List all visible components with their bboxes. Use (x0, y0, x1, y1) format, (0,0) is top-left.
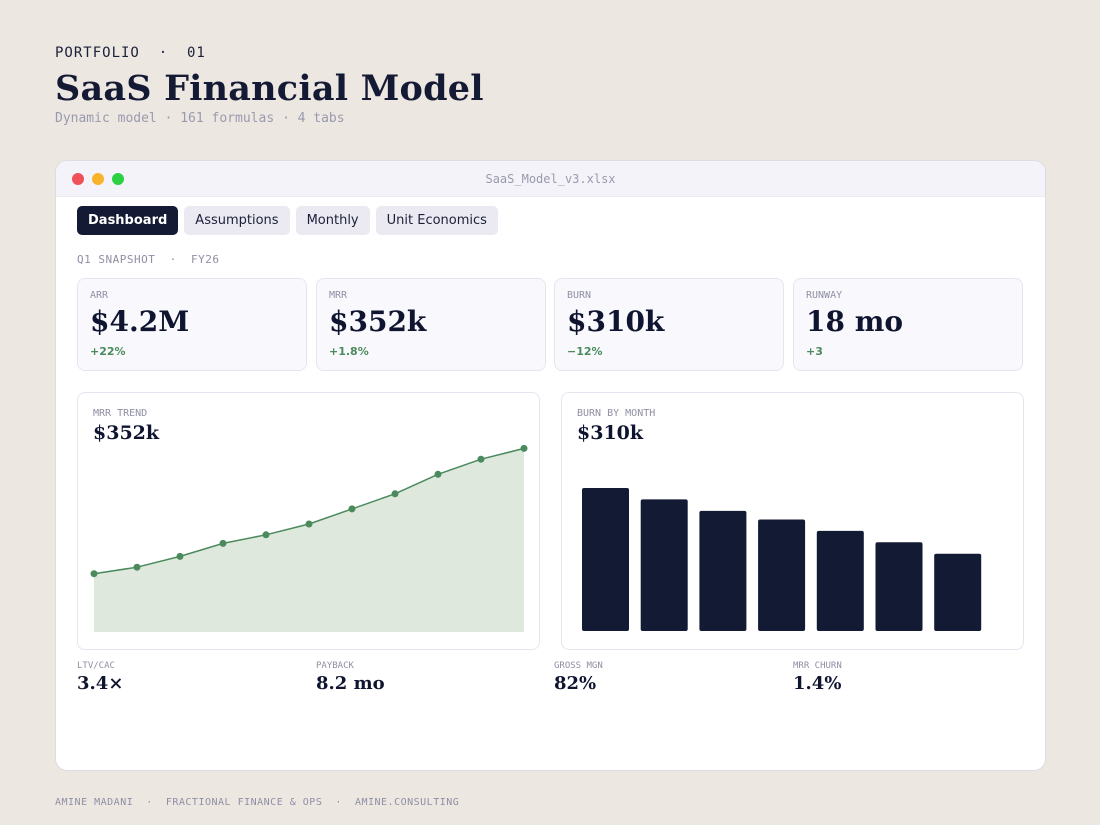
snapshot-label: Q1 SNAPSHOT · FY26 (77, 253, 220, 266)
mrr-data-point (348, 505, 356, 513)
kpi-value: $310k (567, 305, 665, 338)
burn-bar (875, 542, 923, 631)
mrr-data-point (305, 520, 313, 528)
burn-by-month-chart (582, 488, 982, 631)
metric-value: 1.4% (793, 673, 842, 694)
kpi-delta: +3 (806, 345, 823, 358)
metric-value: 3.4× (77, 673, 124, 694)
kpi-value: $352k (329, 305, 427, 338)
kpi-delta: −12% (567, 345, 603, 358)
window-titlebar: SaaS_Model_v3.xlsx (56, 161, 1045, 197)
metric-value: 8.2 mo (316, 673, 385, 694)
kpi-label: MRR (329, 290, 348, 301)
mrr-data-point (176, 552, 184, 560)
kpi-value: 18 mo (806, 305, 904, 338)
page-footer: AMINE MADANI · FRACTIONAL FINANCE & OPS … (55, 797, 460, 808)
spreadsheet-window: SaaS_Model_v3.xlsx Dashboard Assumptions… (55, 160, 1046, 771)
window-filename: SaaS_Model_v3.xlsx (485, 172, 616, 186)
kpi-label: ARR (90, 290, 109, 301)
tab-dashboard[interactable]: Dashboard (77, 206, 179, 235)
kpi-delta: +22% (90, 345, 126, 358)
mrr-data-point (262, 531, 270, 539)
mrr-data-point (90, 570, 98, 578)
kpi-card-arr: ARR $4.2M +22% (77, 278, 307, 371)
panel-label: BURN BY MONTH (577, 408, 656, 419)
metric-label: PAYBACK (316, 661, 354, 671)
kpi-card-runway: RUNWAY 18 mo +3 (793, 278, 1023, 371)
tab-assumptions[interactable]: Assumptions (184, 206, 290, 235)
maximize-window-dot[interactable] (112, 173, 124, 185)
metric-gross-margin: GROSS MGN 82% (554, 661, 603, 694)
kpi-delta: +1.8% (329, 345, 369, 358)
kpi-label: RUNWAY (806, 290, 843, 301)
close-window-dot[interactable] (72, 173, 84, 185)
page-subtitle: Dynamic model · 161 formulas · 4 tabs (55, 111, 345, 126)
burn-bar (582, 488, 629, 631)
kpi-label: BURN (567, 290, 592, 301)
metric-ltv-cac: LTV/CAC 3.4× (77, 661, 123, 694)
burn-bar (758, 519, 806, 631)
metric-mrr-churn: MRR CHURN 1.4% (793, 661, 842, 694)
mrr-data-point (391, 490, 399, 498)
metric-label: GROSS MGN (554, 661, 603, 671)
kpi-card-burn: BURN $310k −12% (554, 278, 784, 371)
mrr-trend-chart (90, 444, 528, 632)
sheet-tabs: Dashboard Assumptions Monthly Unit Econo… (77, 206, 498, 235)
burn-bar (640, 499, 688, 631)
burn-bar (816, 530, 864, 631)
panel-value: $352k (93, 422, 160, 444)
metric-label: LTV/CAC (77, 661, 115, 671)
mrr-data-point (133, 563, 141, 571)
mrr-data-point (434, 470, 442, 478)
mrr-data-point (520, 444, 528, 452)
portfolio-eyebrow: PORTFOLIO · 01 (55, 45, 206, 61)
panel-label: MRR TREND (93, 408, 148, 419)
metric-label: MRR CHURN (793, 661, 842, 671)
metric-value: 82% (554, 673, 597, 694)
burn-bar (699, 510, 747, 631)
mrr-data-point (219, 539, 227, 547)
mrr-trend-panel: MRR TREND $352k (77, 392, 540, 650)
burn-by-month-panel: BURN BY MONTH $310k (561, 392, 1024, 650)
panel-value: $310k (577, 422, 644, 444)
metric-payback: PAYBACK 8.2 mo (316, 661, 385, 694)
page-title: SaaS Financial Model (55, 68, 484, 109)
kpi-value: $4.2M (90, 305, 190, 338)
mrr-area-fill (94, 448, 524, 632)
tab-monthly[interactable]: Monthly (295, 206, 370, 235)
kpi-card-mrr: MRR $352k +1.8% (316, 278, 546, 371)
mrr-data-point (477, 455, 485, 463)
tab-unit-economics[interactable]: Unit Economics (375, 206, 498, 235)
minimize-window-dot[interactable] (92, 173, 104, 185)
burn-bar (934, 553, 982, 631)
